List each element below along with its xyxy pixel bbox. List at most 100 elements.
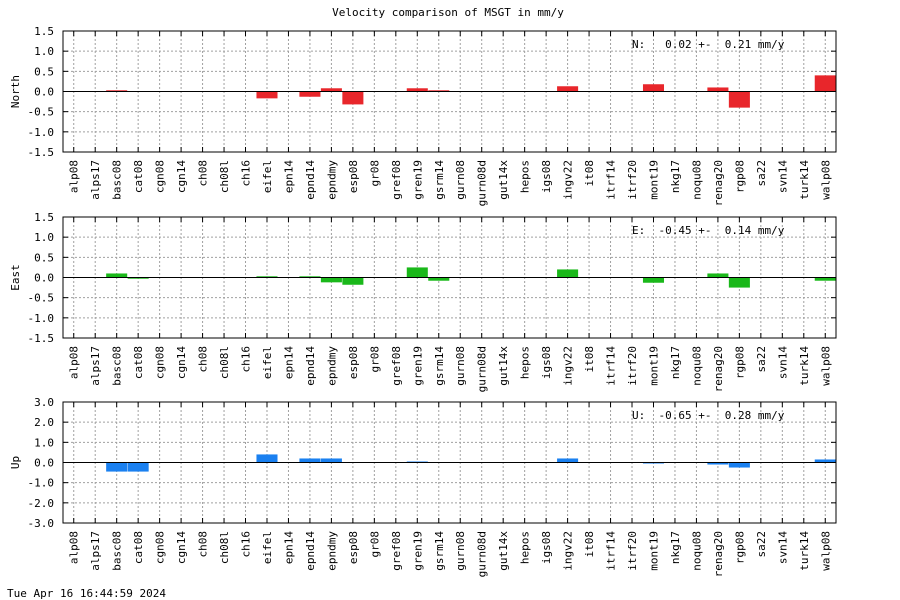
x-tick-label: sa22 <box>755 346 768 373</box>
panel-north: 1.5 1.0 0.5 0.0 -0.5 -1.0 -1.5 alp08 alps17 basc0… <box>9 25 837 206</box>
x-tick-label: gurn08d <box>476 531 489 577</box>
x-tick-label: alp08 <box>68 346 81 379</box>
x-tick-label: ingv22 <box>562 531 575 571</box>
x-tick-label: it08 <box>583 160 596 187</box>
bar-renag20 <box>707 462 729 465</box>
bar-gren19 <box>406 267 428 278</box>
y-tick-label: 0.5 <box>34 251 54 264</box>
x-tick-label: basc08 <box>111 531 124 571</box>
x-tick-label: cgn08 <box>154 531 167 564</box>
x-tick-label: gren19 <box>411 531 424 571</box>
y-tick-label: 1.0 <box>34 231 54 244</box>
x-tick-label: gut14x <box>497 160 510 200</box>
x-tick-label: epnd14 <box>304 346 317 386</box>
x-tick-label: alps17 <box>89 531 102 571</box>
x-tick-label: nkg17 <box>669 346 682 379</box>
x-tick-label: sa22 <box>755 160 768 187</box>
x-tick-label: sa22 <box>755 531 768 558</box>
x-tick-label: ch08 <box>197 160 210 187</box>
x-tick-label: gsrm14 <box>433 531 446 571</box>
x-tick-label: epndmy <box>325 160 338 200</box>
bar-epnd14 <box>299 91 321 97</box>
bar-rgp08 <box>728 277 750 288</box>
x-tick-label: ch08l <box>218 531 231 564</box>
y-tick-label: 1.0 <box>34 436 54 449</box>
x-tick-label: gsrm14 <box>433 346 446 386</box>
x-tick-label: gren19 <box>411 346 424 386</box>
x-tick-label: cgn14 <box>175 346 188 379</box>
x-tick-label: cgn14 <box>175 531 188 564</box>
x-tick-label: rgp08 <box>733 160 746 193</box>
x-tick-label: alp08 <box>68 160 81 193</box>
bar-basc08 <box>106 462 128 472</box>
y-tick-label: 0.0 <box>34 272 54 285</box>
x-tick-label: hepos <box>519 346 532 379</box>
x-tick-label: rgp08 <box>733 346 746 379</box>
x-tick-label: ch16 <box>240 531 253 558</box>
x-tick-label: esp08 <box>347 531 360 564</box>
x-tick-label: eifel <box>261 346 274 379</box>
x-tick-label: basc08 <box>111 346 124 386</box>
y-axis-label: East <box>9 264 22 291</box>
x-tick-label: mont19 <box>647 531 660 571</box>
x-tick-label: turk14 <box>798 531 811 571</box>
y-tick-label: -1.5 <box>28 146 55 159</box>
y-tick-label: -0.5 <box>28 292 55 305</box>
bar-renag20 <box>707 87 729 92</box>
x-tick-label: walp08 <box>819 531 832 571</box>
x-tick-label: eifel <box>261 160 274 193</box>
bar-ingv22 <box>557 458 579 463</box>
x-tick-label: gsrm14 <box>433 160 446 200</box>
bar-rgp08 <box>728 462 750 468</box>
y-tick-label: 0.0 <box>34 457 54 470</box>
bar-eifel <box>256 91 278 99</box>
bar-eifel <box>256 454 278 463</box>
x-tick-label: alps17 <box>89 160 102 200</box>
y-tick-label: 3.0 <box>34 396 54 409</box>
bar-esp08 <box>342 277 364 285</box>
x-tick-label: eifel <box>261 531 274 564</box>
x-tick-label: gut14x <box>497 346 510 386</box>
bar-gsrm14 <box>428 90 450 92</box>
x-tick-label: noqu08 <box>690 346 703 386</box>
x-tick-label: nkg17 <box>669 160 682 193</box>
y-axis-label: North <box>9 75 22 108</box>
x-tick-label: gurn08 <box>454 346 467 386</box>
plot-frame <box>62 401 837 524</box>
x-tick-label: ingv22 <box>562 346 575 386</box>
x-tick-label: turk14 <box>798 160 811 200</box>
x-tick-label: walp08 <box>819 346 832 386</box>
x-tick-label: itrf20 <box>626 531 639 571</box>
x-tick-label: cat08 <box>132 160 145 193</box>
x-tick-label: ch08 <box>197 531 210 558</box>
x-tick-label: igs08 <box>540 531 553 564</box>
summary-east: E: -0.45 +- 0.14 mm/y <box>632 224 785 237</box>
x-tick-label: svn14 <box>776 160 789 193</box>
x-tick-label: itrf20 <box>626 346 639 386</box>
bar-mont19 <box>642 462 665 464</box>
x-tick-label: ch08 <box>197 346 210 373</box>
y-axis-label: Up <box>9 456 22 469</box>
x-tick-label: renag20 <box>712 160 725 206</box>
x-tick-label: epndmy <box>325 531 338 571</box>
bar-cat08 <box>127 462 149 472</box>
x-tick-label: ch08l <box>218 160 231 193</box>
x-tick-label: epndmy <box>325 346 338 386</box>
x-tick-label: epn14 <box>282 346 295 379</box>
y-tick-label: -2.0 <box>28 497 55 510</box>
y-tick-label: -0.5 <box>28 106 55 119</box>
x-tick-label: renag20 <box>712 346 725 392</box>
x-tick-label: gref08 <box>390 160 403 200</box>
footer-timestamp: Tue Apr 16 16:44:59 2024 <box>7 587 166 600</box>
x-tick-label: gr08 <box>368 346 381 373</box>
bar-gren19 <box>406 88 428 92</box>
x-tick-label: epn14 <box>282 531 295 564</box>
x-tick-label: it08 <box>583 346 596 373</box>
y-tick-label: -1.0 <box>28 312 55 325</box>
x-tick-label: noqu08 <box>690 531 703 571</box>
bar-esp08 <box>342 91 364 105</box>
x-tick-label: svn14 <box>776 346 789 379</box>
bar-basc08 <box>106 90 128 92</box>
bar-walp08 <box>814 75 836 92</box>
bar-epnd14 <box>299 276 321 278</box>
